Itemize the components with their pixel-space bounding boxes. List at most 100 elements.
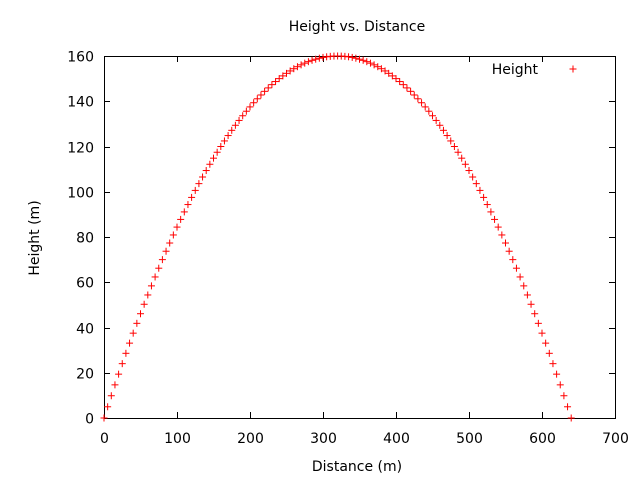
data-point (505, 247, 513, 255)
plot-frame (104, 56, 616, 419)
data-point (480, 193, 488, 201)
data-point (556, 381, 564, 389)
y-tick-label: 80 (76, 231, 94, 247)
data-point (137, 310, 144, 318)
data-point (264, 84, 272, 92)
legend-label-height: Height (492, 62, 539, 78)
data-point (483, 201, 491, 209)
data-point (476, 186, 484, 194)
data-point (290, 65, 298, 73)
data-point (465, 167, 473, 175)
data-point (531, 310, 539, 318)
data-point (432, 116, 440, 124)
data-point (217, 143, 225, 150)
x-tick-label: 300 (310, 431, 337, 447)
data-point (359, 56, 367, 64)
data-point (283, 69, 290, 77)
data-point (169, 231, 177, 239)
y-tick-label: 60 (76, 276, 94, 292)
data-point (534, 319, 542, 327)
data-point (242, 107, 250, 115)
data-point (436, 121, 444, 129)
data-point (315, 54, 323, 62)
data-point (279, 72, 287, 80)
data-point (257, 91, 265, 99)
data-point (399, 81, 407, 89)
data-point (272, 78, 280, 86)
data-point (425, 107, 433, 115)
data-point (173, 223, 181, 231)
data-point (319, 53, 327, 61)
data-point (370, 61, 378, 69)
data-point (396, 78, 404, 86)
chart-title: Height vs. Distance (289, 19, 425, 35)
data-point (312, 55, 320, 63)
x-tick-label: 500 (456, 431, 483, 447)
x-axis-ticks: 0 100 200 300 400 500 600 700 (100, 56, 629, 447)
data-point (118, 360, 126, 368)
data-point (352, 54, 360, 62)
data-point (542, 339, 550, 347)
data-point (180, 208, 188, 216)
data-point (567, 414, 575, 422)
data-point (210, 154, 217, 162)
y-tick-label: 40 (76, 322, 94, 338)
data-point (250, 99, 258, 107)
data-point (188, 193, 196, 201)
y-tick-label: 140 (67, 95, 94, 111)
data-point (502, 239, 509, 247)
data-point (195, 180, 203, 188)
x-axis-label: Distance (m) (312, 459, 402, 475)
data-point (107, 392, 115, 400)
data-point (213, 148, 221, 156)
legend-plus-marker (569, 65, 577, 73)
data-point (494, 223, 502, 231)
data-point (509, 256, 517, 264)
data-point (366, 59, 374, 67)
data-point (239, 112, 247, 120)
legend-marker-height (569, 65, 577, 73)
data-point (469, 173, 477, 181)
data-point (512, 264, 520, 272)
data-point (129, 329, 137, 337)
data-point (560, 392, 568, 400)
data-point (206, 160, 214, 168)
data-point (418, 99, 426, 107)
data-point (388, 72, 396, 80)
data-point (158, 256, 166, 264)
y-tick-label: 0 (85, 412, 94, 428)
data-point (184, 201, 192, 209)
y-tick-label: 20 (76, 367, 94, 383)
data-point (374, 63, 382, 71)
data-point (199, 173, 207, 181)
data-point (520, 282, 528, 290)
data-point (231, 121, 239, 129)
legend: Height (492, 62, 577, 78)
y-tick-label: 160 (67, 50, 94, 66)
data-point (301, 59, 309, 67)
data-point (414, 95, 422, 103)
data-point (421, 103, 429, 111)
data-point (377, 65, 385, 73)
data-point (491, 215, 499, 223)
data-point (261, 87, 269, 95)
data-point (308, 56, 316, 64)
data-point (275, 75, 283, 83)
data-point (498, 231, 506, 239)
data-point (545, 349, 553, 357)
data-point (147, 282, 155, 290)
data-point (356, 55, 363, 63)
data-point (126, 339, 134, 347)
data-point (133, 319, 141, 327)
data-point (381, 67, 389, 75)
x-tick-label: 700 (602, 431, 629, 447)
y-tick-label: 100 (67, 186, 94, 202)
data-point (286, 67, 294, 75)
data-point (228, 126, 236, 134)
data-point (447, 137, 455, 145)
y-axis-ticks: 0 20 40 60 80 100 120 140 160 (67, 50, 615, 428)
data-point (392, 75, 400, 83)
x-tick-label: 100 (164, 431, 191, 447)
data-point (439, 126, 447, 134)
